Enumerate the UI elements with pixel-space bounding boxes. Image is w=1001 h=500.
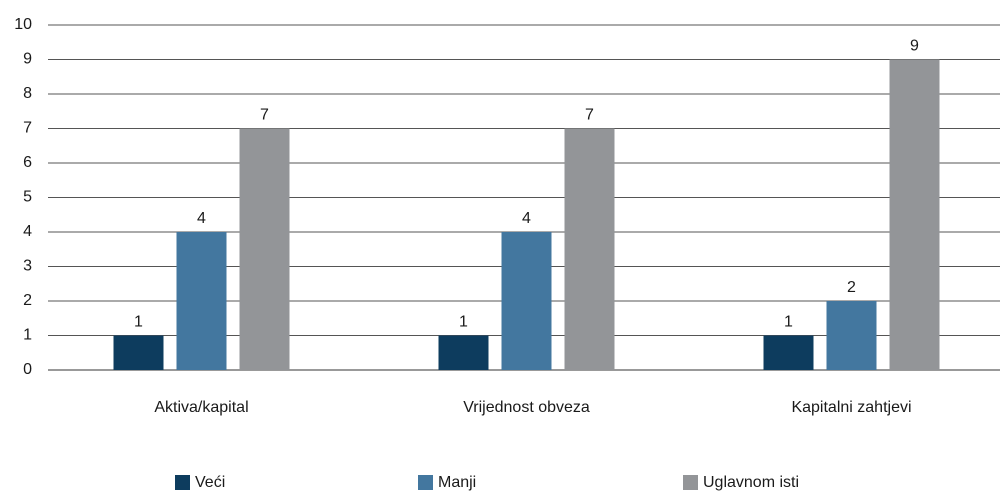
value-label: 1 — [459, 314, 468, 331]
y-tick-label: 4 — [23, 223, 32, 240]
y-tick-label: 9 — [23, 51, 32, 68]
legend-swatch — [175, 475, 190, 490]
value-label: 1 — [784, 314, 793, 331]
value-label: 7 — [260, 107, 269, 124]
legend-swatch — [418, 475, 433, 490]
y-tick-label: 5 — [23, 189, 32, 206]
bar — [176, 232, 227, 370]
value-label: 4 — [197, 210, 206, 227]
y-tick-label: 6 — [23, 154, 32, 171]
x-tick-label: Vrijednost obveza — [463, 399, 590, 416]
y-tick-label: 10 — [14, 16, 32, 33]
value-label: 9 — [910, 38, 919, 55]
y-tick-label: 2 — [23, 292, 32, 309]
bar — [763, 335, 814, 370]
bar — [501, 232, 552, 370]
value-label: 7 — [585, 107, 594, 124]
x-tick-label: Kapitalni zahtjevi — [791, 399, 911, 416]
x-tick-label: Aktiva/kapital — [154, 399, 248, 416]
bar — [889, 59, 940, 370]
bar — [239, 128, 290, 370]
y-tick-label: 7 — [23, 120, 32, 137]
bar — [564, 128, 615, 370]
value-label: 2 — [847, 279, 856, 296]
legend-swatch — [683, 475, 698, 490]
legend-label: Manji — [438, 474, 476, 491]
y-tick-label: 1 — [23, 327, 32, 344]
y-tick-label: 3 — [23, 258, 32, 275]
value-label: 4 — [522, 210, 531, 227]
y-tick-label: 0 — [23, 361, 32, 378]
bar — [438, 335, 489, 370]
legend-label: Uglavnom isti — [703, 474, 799, 491]
legend-label: Veći — [195, 474, 225, 491]
value-label: 1 — [134, 314, 143, 331]
bar — [113, 335, 164, 370]
bar — [826, 301, 877, 370]
y-tick-label: 8 — [23, 85, 32, 102]
